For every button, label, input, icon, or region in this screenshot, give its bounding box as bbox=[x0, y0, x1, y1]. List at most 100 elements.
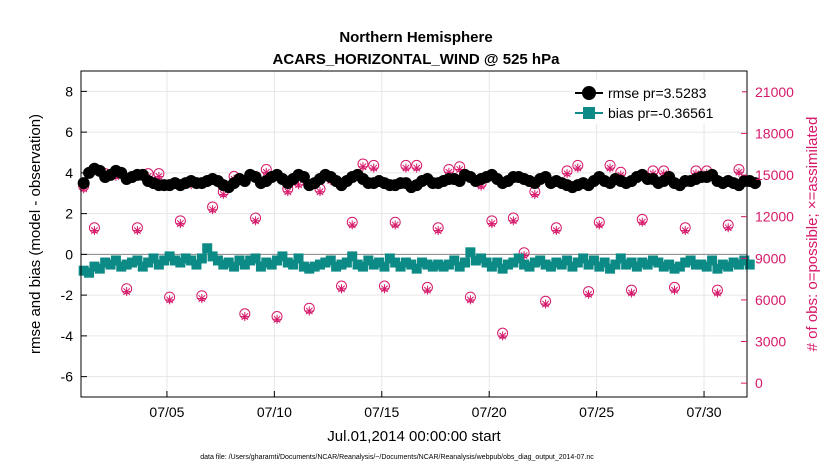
legend-bias-label: bias pr=-0.36561 bbox=[608, 105, 714, 121]
obs-assimilated-point bbox=[487, 219, 497, 229]
bias-point bbox=[406, 259, 417, 270]
obs-assimilated-point bbox=[637, 217, 647, 227]
asterisk-stroke bbox=[423, 286, 431, 294]
bias-point bbox=[78, 265, 89, 276]
bias-point bbox=[400, 257, 411, 268]
bias-point bbox=[282, 257, 293, 268]
bias-point bbox=[315, 259, 326, 270]
bias-point bbox=[132, 255, 143, 266]
y-tick-label-right: 12000 bbox=[755, 209, 794, 225]
asterisk-stroke bbox=[681, 226, 689, 235]
bias-point bbox=[121, 259, 132, 270]
obs-assimilated-point bbox=[401, 163, 411, 173]
bias-point bbox=[427, 261, 438, 272]
asterisk-stroke bbox=[262, 168, 270, 176]
obs-assimilated-point bbox=[165, 295, 175, 305]
bias-point bbox=[551, 257, 562, 268]
obs-assimilated-point bbox=[347, 220, 357, 230]
x-tick-label: 07/05 bbox=[149, 404, 184, 420]
bias-point bbox=[562, 255, 573, 266]
obs-assimilated-point bbox=[412, 163, 422, 173]
bias-point bbox=[159, 255, 170, 266]
legend-bias-marker bbox=[583, 107, 595, 119]
bias-point bbox=[545, 261, 556, 272]
asterisk-stroke bbox=[252, 217, 260, 225]
bias-point bbox=[513, 253, 524, 264]
obs-assimilated-point bbox=[723, 223, 733, 233]
bias-point bbox=[535, 255, 546, 266]
bias-point bbox=[454, 261, 465, 272]
bias-point bbox=[169, 255, 180, 266]
asterisk-stroke bbox=[627, 289, 636, 297]
asterisk-stroke bbox=[391, 221, 399, 229]
y-tick-label-left: -4 bbox=[61, 328, 74, 344]
obs-assimilated-point bbox=[240, 312, 250, 322]
bias-point bbox=[588, 255, 599, 266]
bias-point bbox=[599, 257, 610, 268]
obs-assimilated-point bbox=[294, 180, 304, 190]
plot-area bbox=[81, 71, 747, 397]
bias-point bbox=[94, 263, 105, 274]
bias-point bbox=[690, 259, 701, 270]
y-tick-label-left: 2 bbox=[65, 206, 73, 222]
bias-point bbox=[84, 267, 95, 278]
asterisk-stroke bbox=[552, 226, 560, 235]
obs-assimilated-point bbox=[734, 167, 744, 177]
bias-point bbox=[309, 261, 320, 272]
bias-point bbox=[712, 263, 723, 274]
obs-assimilated-point bbox=[498, 331, 508, 341]
bias-point bbox=[347, 251, 358, 262]
bias-point bbox=[422, 259, 433, 270]
bias-point bbox=[363, 255, 374, 266]
x-tick-label: 07/10 bbox=[257, 404, 292, 420]
obs-assimilated-point bbox=[627, 288, 637, 298]
y-tick-label-right: 6000 bbox=[755, 292, 786, 308]
asterisk-stroke bbox=[294, 181, 303, 189]
bias-point bbox=[239, 259, 250, 270]
obs-assimilated-point bbox=[390, 220, 400, 230]
y-tick-label-left: 6 bbox=[65, 124, 73, 140]
bias-point bbox=[739, 255, 750, 266]
obs-assimilated-point bbox=[304, 306, 314, 316]
x-tick-label: 07/25 bbox=[579, 404, 614, 420]
bias-point bbox=[460, 257, 471, 268]
legend: rmse pr=3.5283 bias pr=-0.36561 bbox=[574, 80, 742, 124]
bias-point bbox=[696, 259, 707, 270]
bias-point bbox=[186, 255, 197, 266]
y-tick-label-right: 0 bbox=[755, 375, 763, 391]
bias-point bbox=[615, 253, 626, 264]
y-tick-label-left: 0 bbox=[65, 246, 73, 262]
bias-point bbox=[540, 259, 551, 270]
bias-point bbox=[664, 259, 675, 270]
asterisk-stroke bbox=[531, 190, 539, 198]
bias-point bbox=[685, 255, 696, 266]
bias-point bbox=[180, 253, 191, 264]
obs-assimilated-point bbox=[541, 299, 551, 309]
bias-point bbox=[164, 251, 175, 262]
bias-point bbox=[336, 259, 347, 270]
bias-point bbox=[175, 257, 186, 268]
asterisk-stroke bbox=[466, 296, 474, 304]
bias-point bbox=[669, 263, 680, 274]
obs-assimilated-point bbox=[208, 205, 218, 215]
asterisk-stroke bbox=[638, 218, 646, 226]
obs-assimilated-point bbox=[573, 163, 583, 173]
obs-assimilated-point bbox=[712, 288, 722, 298]
asterisk-stroke bbox=[585, 290, 593, 298]
asterisk-stroke bbox=[166, 296, 174, 304]
obs-assimilated-point bbox=[358, 162, 368, 172]
bias-point bbox=[352, 259, 363, 270]
obs-assimilated-point bbox=[465, 295, 475, 305]
asterisk-stroke bbox=[123, 288, 131, 296]
asterisk-stroke bbox=[542, 300, 550, 308]
obs-assimilated-point bbox=[369, 163, 379, 173]
y-tick-label-left: 4 bbox=[65, 165, 73, 181]
asterisk-stroke bbox=[337, 285, 346, 293]
bias-point bbox=[723, 261, 734, 272]
bias-point bbox=[556, 259, 567, 270]
bias-point bbox=[390, 257, 401, 268]
obs-assimilated-point bbox=[122, 287, 132, 297]
bias-point bbox=[529, 257, 540, 268]
bias-point bbox=[357, 261, 368, 272]
bias-point bbox=[261, 257, 272, 268]
